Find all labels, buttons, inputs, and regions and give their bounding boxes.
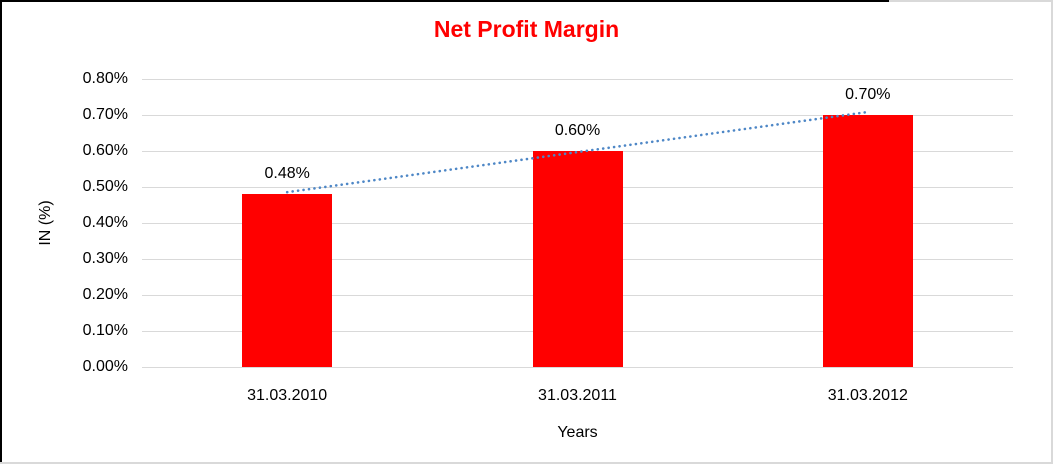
bar-31.03.2010: [242, 194, 333, 367]
border-left-dark: [0, 0, 2, 464]
y-tick-label: 0.60%: [82, 142, 128, 159]
chart-title: Net Profit Margin: [433, 16, 620, 42]
data-label: 0.48%: [264, 165, 310, 183]
y-tick-label: 0.70%: [82, 106, 128, 123]
x-category-label: 31.03.2012: [827, 387, 908, 404]
x-category-label: 31.03.2010: [247, 387, 328, 404]
y-tick-label: 0.00%: [82, 358, 128, 375]
gridline: [142, 78, 1013, 80]
gridline: [142, 366, 1013, 368]
border-right-light: [1051, 0, 1053, 464]
data-label: 0.70%: [845, 86, 891, 103]
y-tick-label: 0.80%: [82, 70, 128, 87]
x-axis-title: Years: [557, 424, 598, 441]
y-tick-label: 0.20%: [82, 286, 128, 303]
y-tick-label: 0.10%: [82, 322, 128, 339]
x-category-label: 31.03.2011: [538, 387, 617, 404]
border-bottom-light: [0, 462, 1053, 464]
border-top-light: [889, 0, 1053, 2]
bar-31.03.2012: [822, 115, 913, 367]
border-top-dark: [0, 0, 889, 2]
y-tick-label: 0.50%: [82, 178, 128, 195]
bar-31.03.2011: [532, 151, 623, 367]
y-tick-label: 0.30%: [82, 250, 128, 267]
y-tick-label: 0.40%: [82, 214, 128, 231]
data-label: 0.60%: [554, 122, 601, 139]
y-axis-title: IN (%): [37, 200, 54, 246]
